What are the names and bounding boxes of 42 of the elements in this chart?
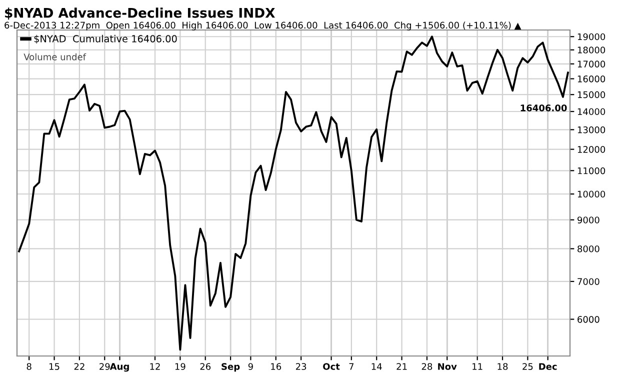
y-tick-label: 13000 [578,126,606,134]
y-tick-label: 16000 [578,75,606,82]
x-tick-label: 15 [50,363,60,370]
annotation: Volume undef [24,53,86,60]
y-tick-label: 19000 [578,33,606,40]
legend-label: $NYAD Cumulative 16406.00 [34,34,177,44]
x-tick-label: 11 [472,363,482,370]
x-tick-label: 12 [150,363,160,370]
y-tick-label: 17000 [578,60,606,68]
x-tick-label: 21 [396,363,407,370]
chart-title: $NYAD Advance-Decline Issues INDX [5,8,275,20]
line-series [18,36,569,351]
x-tick-label: Aug [110,363,129,372]
x-tick-label: Dec [539,363,557,370]
y-tick-label: 12000 [578,146,606,153]
x-tick-label: Oct [323,363,340,370]
y-tick-label: 18000 [578,46,606,54]
x-tick-label: 7 [349,363,354,370]
y-tick-label: 7000 [578,278,600,286]
y-tick-label: 6000 [578,316,600,323]
x-tick-label: 19 [175,363,186,370]
y-tick-label: 10000 [578,190,606,198]
x-tick-label: 26 [200,363,211,370]
chart-subtitle: 6-Dec-2013 12:27pm Open 16406.00 High 16406.00 Low 16406.00 Last 16406.00 Chg +1506.00 (+10.11%) ▲ [4,22,522,30]
x-tick-label: 9 [248,363,253,370]
y-tick-label: 15000 [578,91,606,98]
y-tick-label: 11000 [578,167,606,174]
x-tick-label: 23 [296,363,306,370]
y-tick-label: 8000 [578,245,600,252]
x-tick-label: Sep [222,363,240,372]
x-tick-label: 29 [100,363,110,370]
y-tick-label: 14000 [578,108,606,116]
x-tick-label: 22 [74,363,84,370]
x-tick-label: 14 [372,363,382,370]
x-tick-label: Nov [438,363,457,370]
annotation: 16406.00 [520,104,567,112]
x-tick-label: 18 [498,363,508,370]
x-tick-label: 25 [522,363,533,370]
x-tick-label: 8 [26,363,32,370]
x-tick-label: 16 [271,363,282,370]
x-tick-label: 28 [422,363,432,370]
y-tick-label: 9000 [578,216,600,224]
